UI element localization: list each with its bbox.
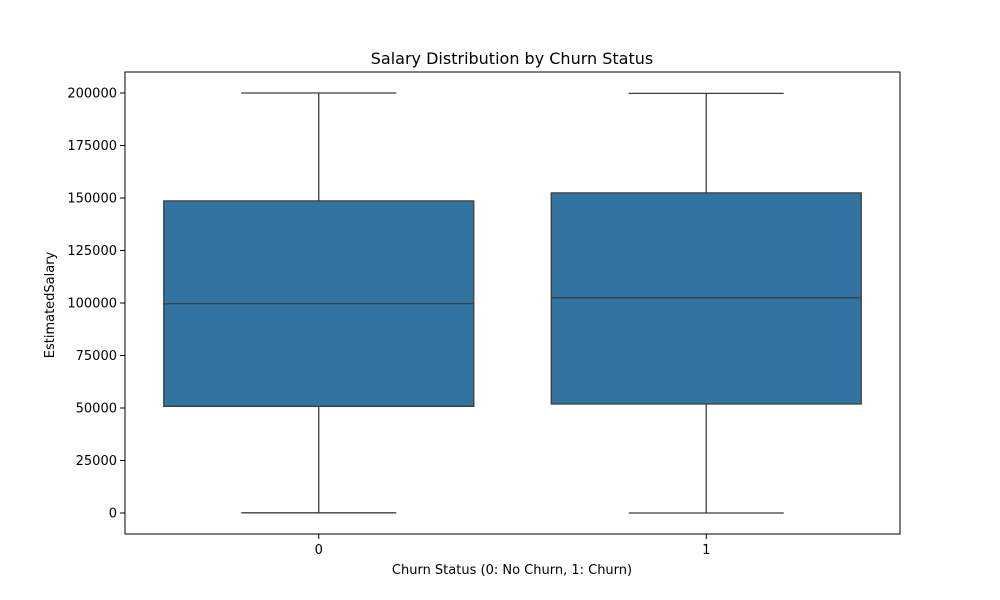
x-tick-label: 1 (702, 543, 710, 558)
y-tick-label: 150000 (67, 192, 117, 207)
axes: 0 25000 50000 75000 100000 125000 150000 175000… (67, 71, 901, 558)
x-tick-label: 0 (315, 543, 323, 558)
y-tick-label: 25000 (76, 454, 117, 469)
x-axis-label: Churn Status (0: No Churn, 1: Churn) (392, 563, 632, 578)
y-tick-label: 200000 (67, 87, 117, 102)
chart-title: Salary Distribution by Churn Status (371, 49, 653, 68)
y-tick-label: 0 (109, 507, 117, 522)
y-tick-label: 175000 (67, 139, 117, 154)
box-group-0 (163, 92, 475, 514)
plot-area (163, 92, 862, 514)
y-tick-label: 100000 (67, 297, 117, 312)
y-tick-label: 75000 (76, 349, 117, 364)
box-group-1 (550, 92, 862, 514)
y-axis-label: EstimatedSalary (43, 251, 58, 358)
y-tick-label: 50000 (76, 402, 117, 417)
y-tick-label: 125000 (67, 244, 117, 259)
